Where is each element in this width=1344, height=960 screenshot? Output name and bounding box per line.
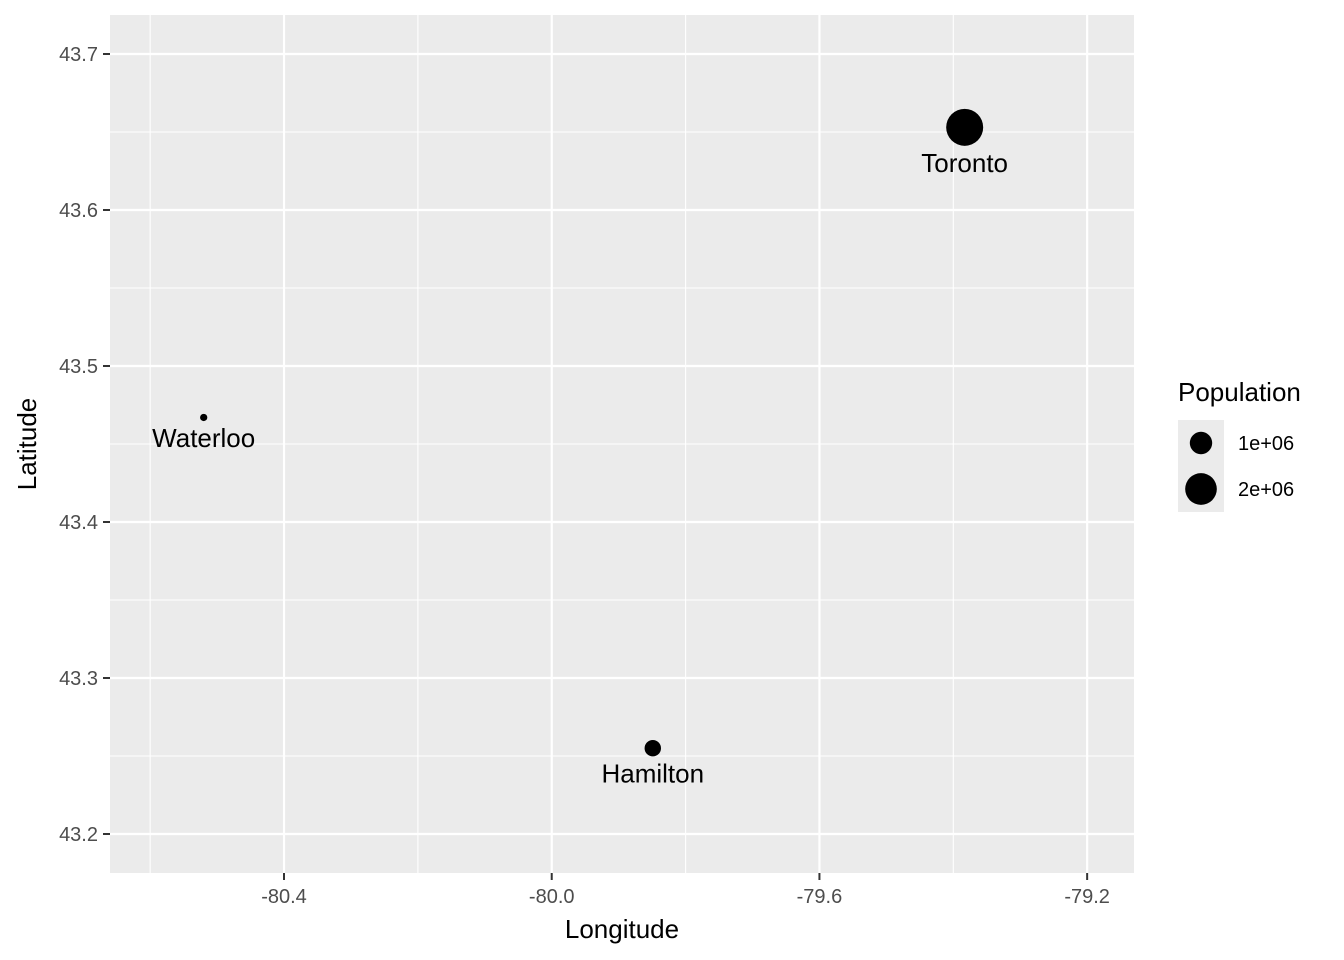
axis-ticks [103,53,1089,880]
data-points [200,108,984,757]
point-toronto [946,108,984,146]
major-gridlines [110,15,1134,873]
y-tick-label: 43.7 [59,44,98,66]
x-tick-labels: -80.4 -80.0 -79.6 -79.2 [261,886,1110,908]
x-tick-label: -80.4 [261,886,307,908]
y-tick-label: 43.4 [59,512,98,534]
point-hamilton [644,739,661,757]
y-tick-label: 43.5 [59,356,98,378]
legend-key-label: 1e+06 [1238,433,1294,455]
legend: Population 1e+06 2e+06 [1178,377,1301,512]
legend-key-label: 2e+06 [1238,479,1294,501]
x-tick-label: -79.2 [1064,886,1110,908]
x-axis-title: Longitude [565,914,679,944]
point-waterloo [200,413,208,422]
legend-key-symbol [1185,473,1217,505]
legend-key-symbol [1189,431,1213,455]
legend-title: Population [1178,377,1301,407]
point-label-hamilton: Hamilton [601,758,704,788]
data-point-labels: Toronto Waterloo Hamilton [152,148,1008,789]
y-tick-labels: 43.2 43.3 43.4 43.5 43.6 43.7 [59,44,98,846]
y-tick-label: 43.6 [59,200,98,222]
y-axis-title: Latitude [12,398,42,491]
y-tick-label: 43.3 [59,668,98,690]
x-tick-label: -80.0 [529,886,575,908]
point-label-toronto: Toronto [921,148,1008,178]
point-label-waterloo: Waterloo [152,423,255,453]
x-tick-label: -79.6 [797,886,843,908]
legend-keys: 1e+06 2e+06 [1185,431,1294,505]
y-tick-label: 43.2 [59,824,98,846]
